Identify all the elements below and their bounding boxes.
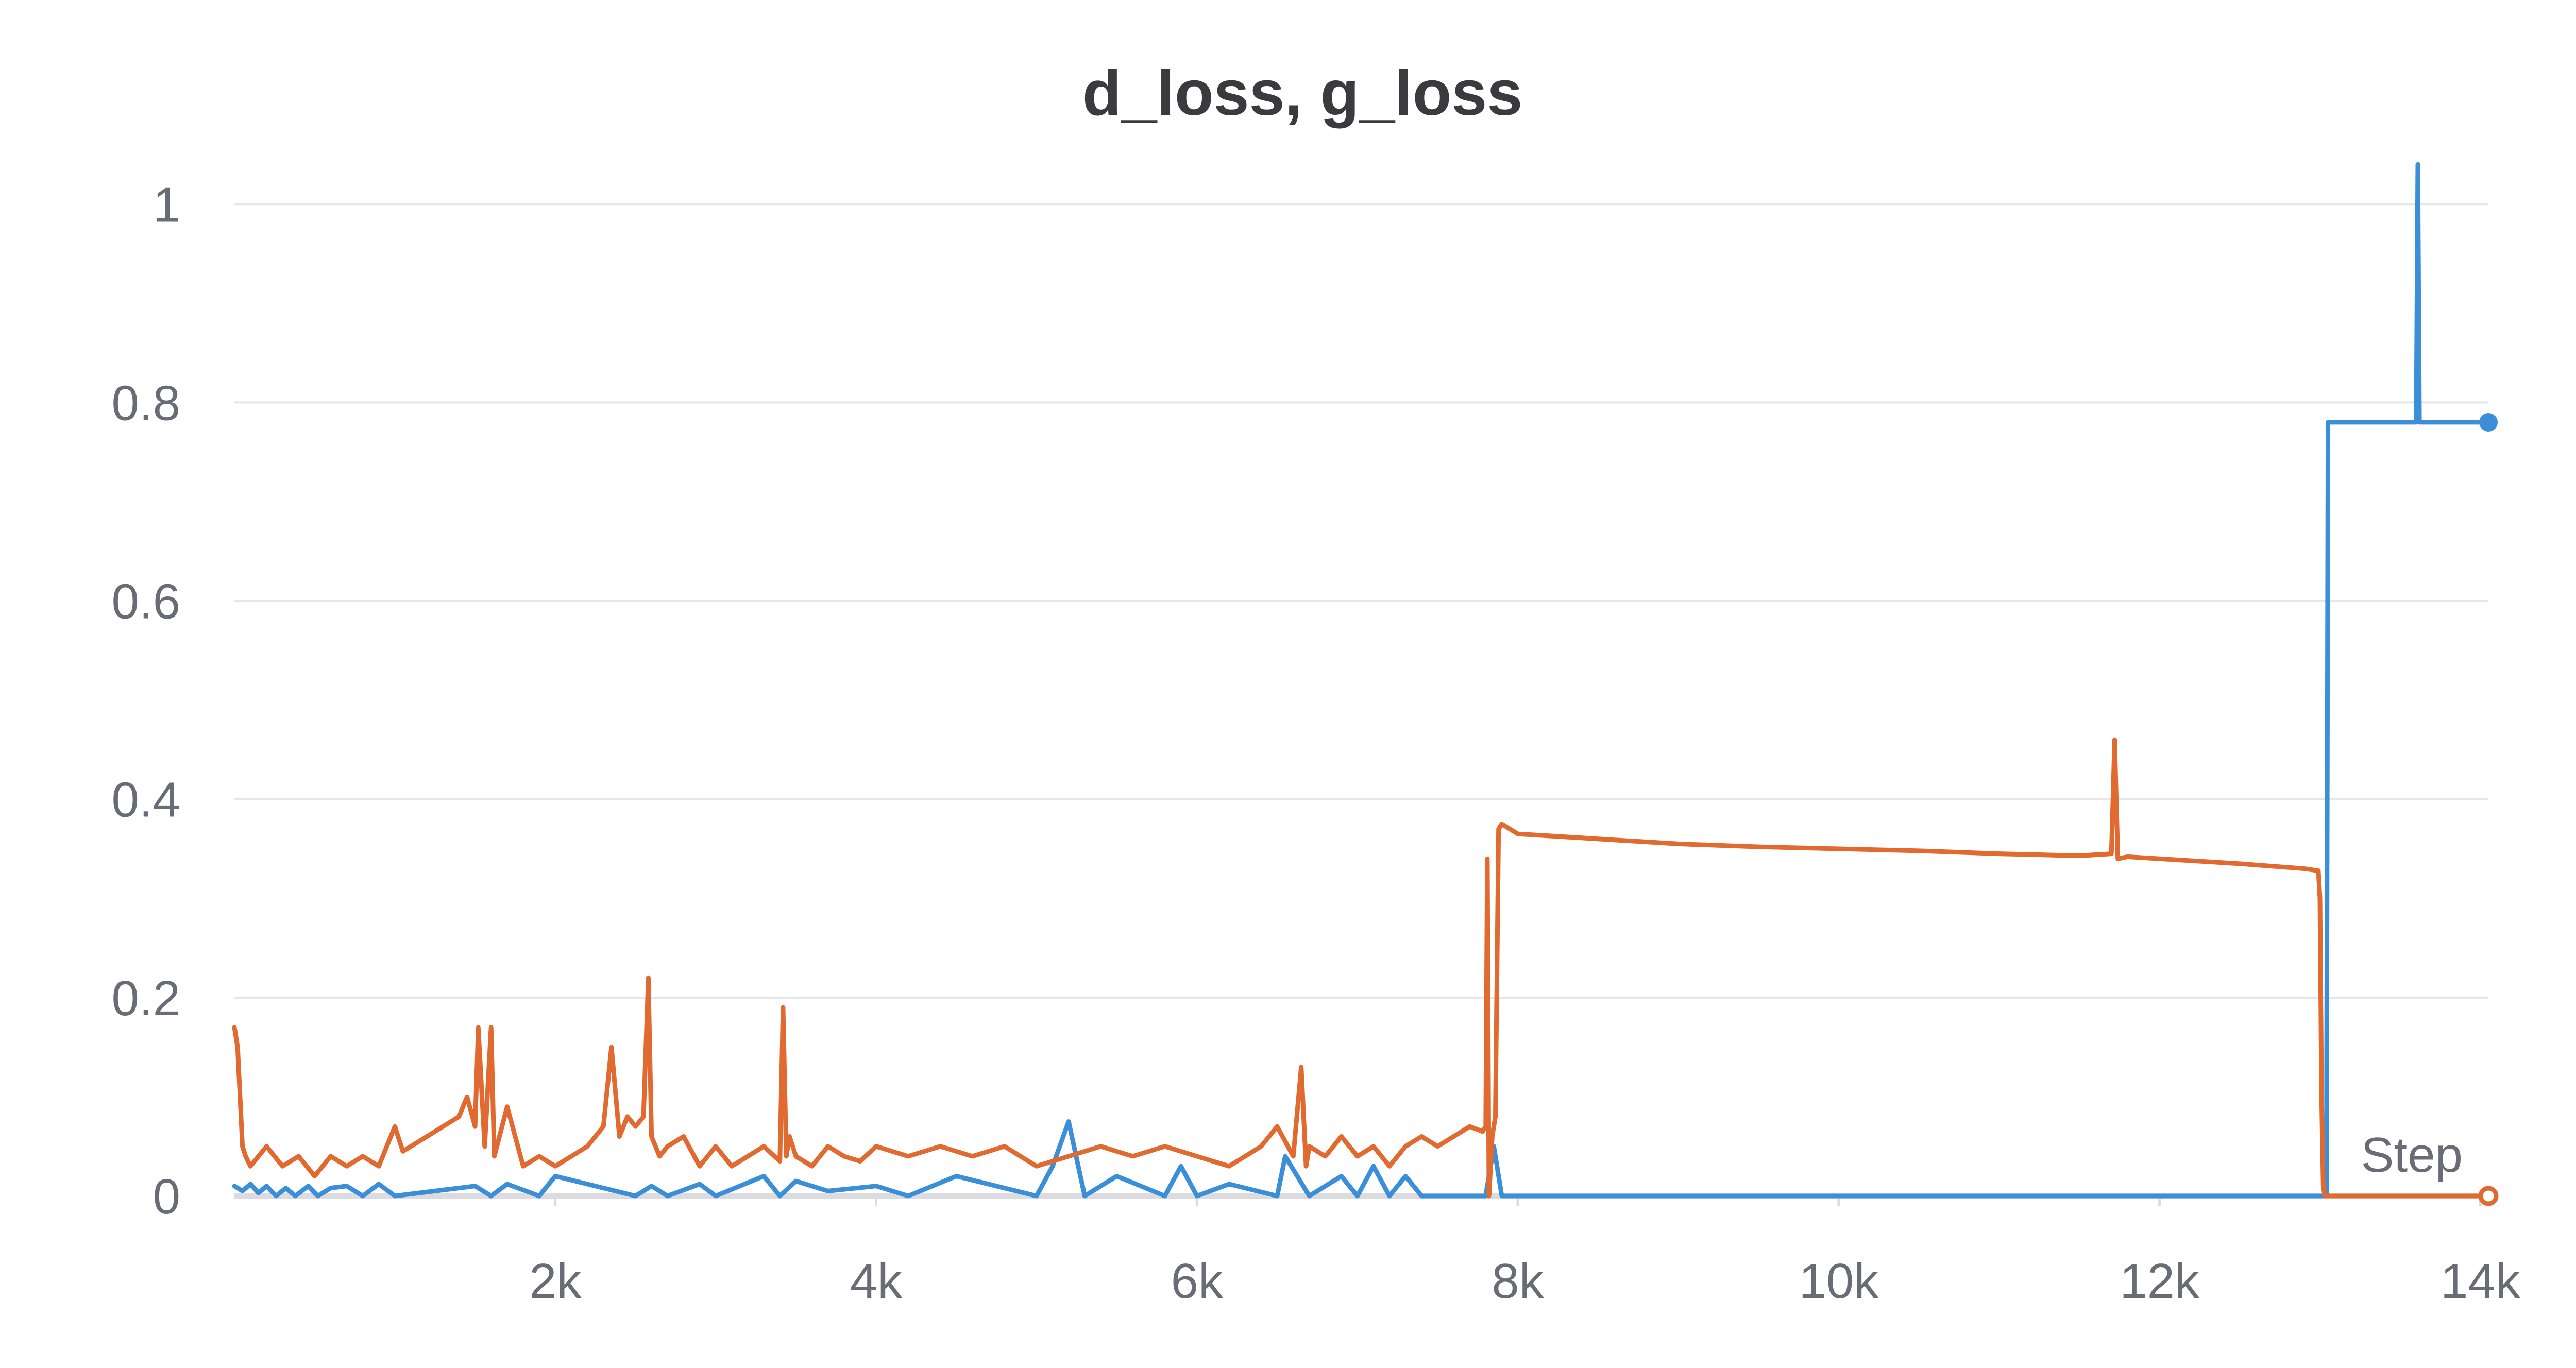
x-tick-label: 12k	[2120, 1254, 2200, 1309]
series-line-1	[232, 162, 2491, 1199]
series-layer	[232, 162, 2499, 1206]
y-tick-label: 0	[153, 1169, 180, 1224]
series-end-marker-2	[2478, 1186, 2499, 1206]
series-line-2	[232, 737, 2491, 1199]
x-tick-label: 6k	[1171, 1254, 1224, 1309]
series-end-marker-1	[2479, 413, 2498, 432]
grid-lines	[234, 203, 2488, 999]
y-tick-label: 0.8	[112, 375, 180, 431]
x-tick-label: 4k	[850, 1254, 903, 1309]
x-tick-label: 8k	[1492, 1254, 1544, 1309]
chart-title: d_loss, g_loss	[1082, 58, 1523, 129]
y-tick-label: 0.2	[112, 971, 180, 1026]
x-tick-label: 14k	[2441, 1254, 2521, 1309]
x-tick-label: 2k	[529, 1254, 582, 1309]
y-tick-label: 0.4	[112, 773, 180, 828]
x-axis-label: Step	[2361, 1127, 2463, 1183]
y-tick-label: 1	[153, 177, 180, 232]
y-tick-label: 0.6	[112, 574, 180, 629]
x-tick-label: 10k	[1799, 1254, 1879, 1309]
